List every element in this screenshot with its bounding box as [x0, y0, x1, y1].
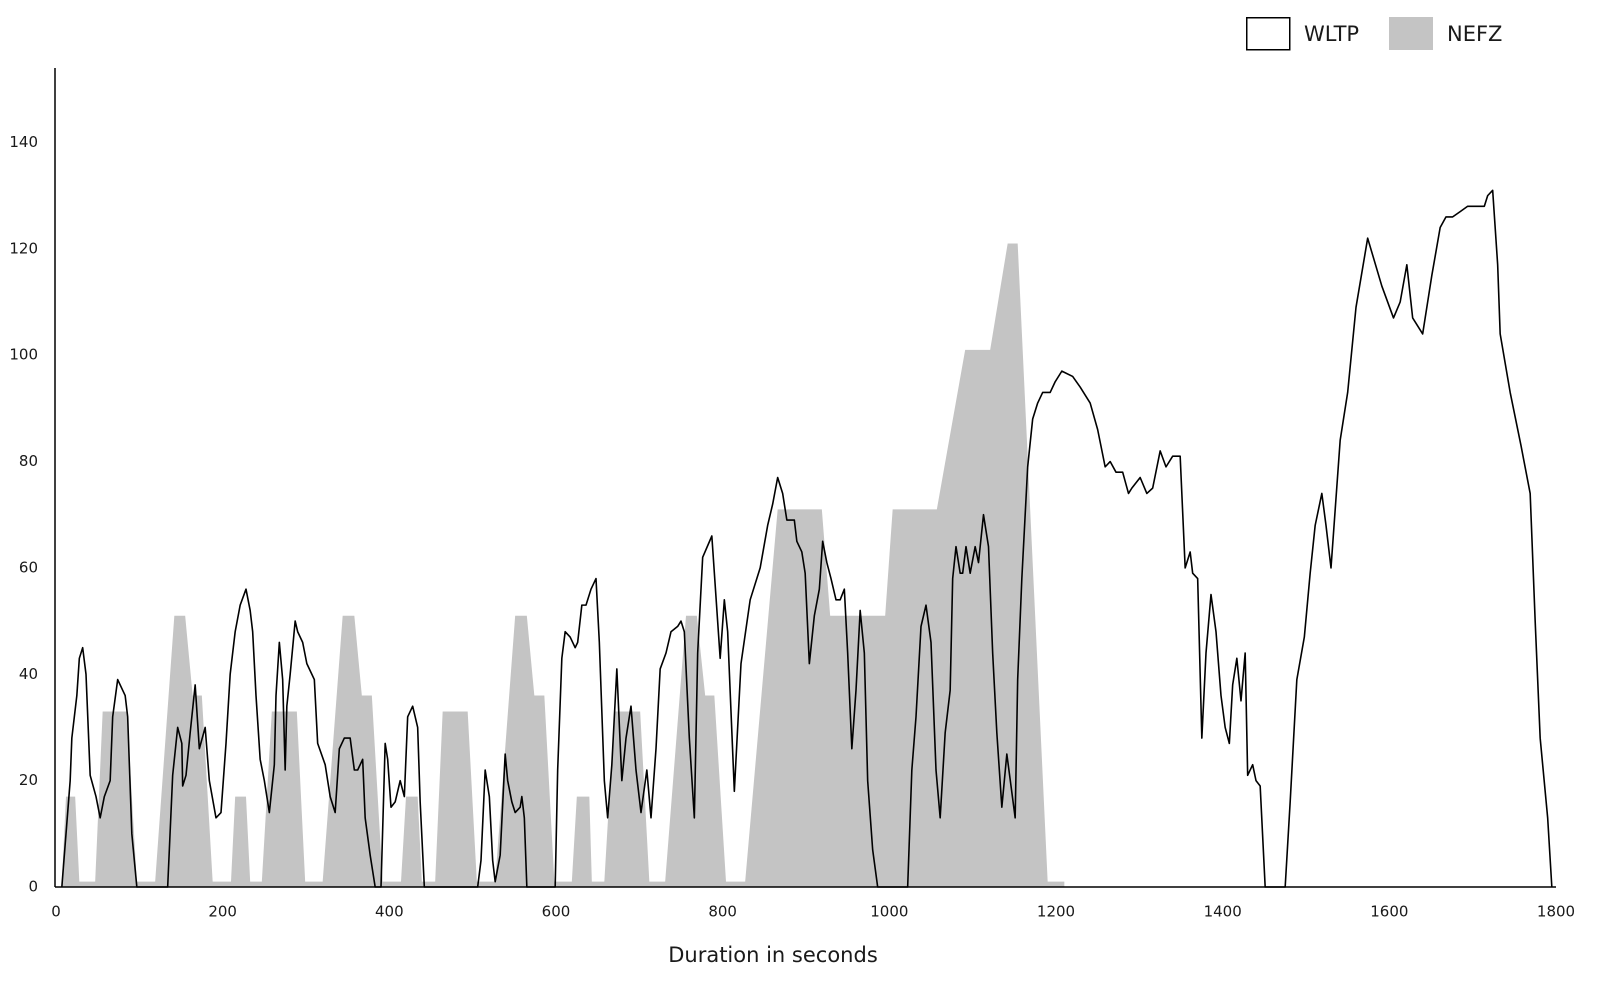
plot-area — [61, 189, 1553, 888]
legend-swatch — [1246, 17, 1291, 51]
y-tick-label: 100 — [9, 346, 38, 364]
y-tick-label: 140 — [9, 133, 38, 151]
line — [61, 189, 1553, 888]
y-tick-label: 40 — [19, 665, 38, 683]
legend-label: NEFZ — [1447, 22, 1502, 46]
y-tick-label: 120 — [9, 239, 38, 257]
x-tick-label: 1000 — [870, 903, 908, 921]
legend-label: WLTP — [1304, 22, 1359, 46]
x-tick-label: 400 — [375, 903, 404, 921]
x-tick-label: 1600 — [1370, 903, 1408, 921]
x-tick-label: 0 — [51, 903, 61, 921]
x-axis-title: Duration in seconds — [668, 943, 878, 967]
x-tick-label: 600 — [542, 903, 571, 921]
legend-swatch — [1389, 17, 1433, 50]
y-tick-label: 80 — [19, 452, 38, 470]
legend: WLTP NEFZ — [1246, 17, 1502, 51]
y-tick-label: 20 — [19, 771, 38, 789]
x-tick-label: 800 — [708, 903, 737, 921]
x-tick-label: 1800 — [1537, 903, 1575, 921]
y-tick-label: 60 — [19, 558, 38, 576]
x-tick-label: 1400 — [1204, 903, 1242, 921]
x-tick-label: 1200 — [1037, 903, 1075, 921]
y-tick-label: 0 — [28, 878, 38, 896]
x-tick-label: 200 — [208, 903, 237, 921]
area — [61, 243, 1065, 887]
